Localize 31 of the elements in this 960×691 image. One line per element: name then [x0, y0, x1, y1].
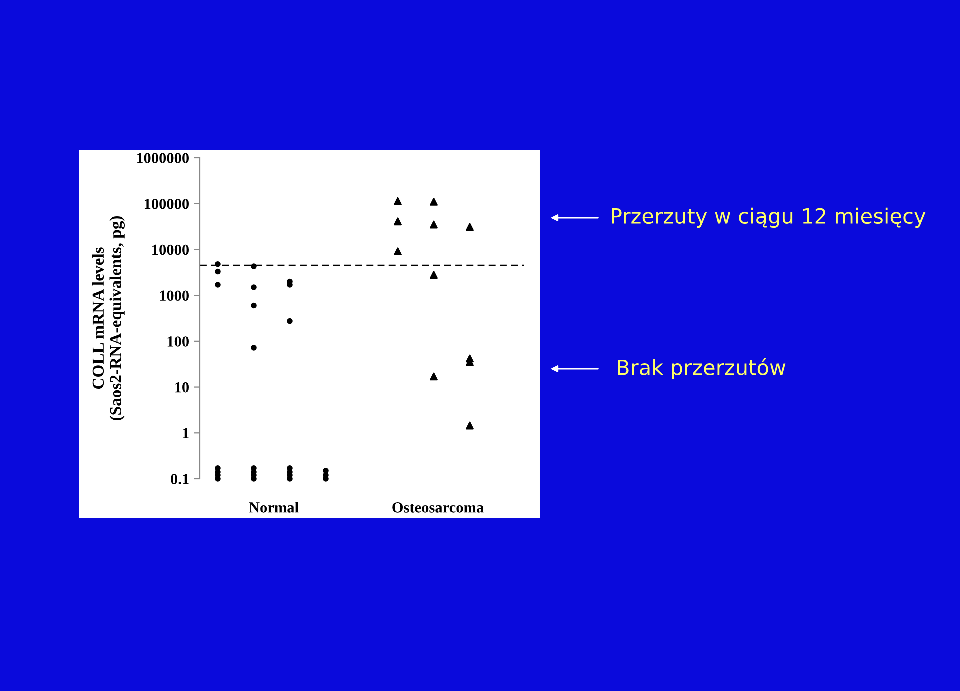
y-tick-label: 10	[176, 382, 189, 393]
point	[430, 220, 438, 229]
point	[251, 284, 257, 290]
point	[251, 345, 257, 351]
point	[430, 372, 438, 381]
y-tick-label: 1	[183, 428, 189, 438]
y-axis-title: COLL mRNA levels (Saos2-RNA-equivalents, pg)	[92, 216, 125, 421]
point	[251, 264, 257, 270]
text: Normal	[249, 502, 299, 513]
point	[251, 302, 257, 309]
y-tick-label: 0.1	[171, 474, 189, 485]
point	[430, 271, 438, 280]
y-tick-label: 100000	[144, 199, 189, 210]
point	[287, 318, 293, 324]
text: Osteosarcoma	[392, 502, 484, 513]
point	[215, 268, 221, 275]
point	[466, 422, 474, 430]
point	[215, 261, 221, 268]
point	[394, 197, 402, 206]
point	[394, 248, 402, 256]
y-tick-label: 100	[168, 336, 189, 347]
y-tick-label: 10000	[152, 244, 189, 256]
y-tick-label: 1000	[160, 290, 189, 302]
point	[215, 282, 221, 288]
point	[466, 223, 474, 232]
point	[394, 218, 402, 226]
point	[323, 468, 329, 474]
y-tick-label: 1000000	[137, 153, 189, 164]
text: Brak przerzutów	[618, 358, 786, 380]
text: Przerzuty w ciągu 12 miesięcy	[612, 208, 926, 228]
point	[430, 198, 438, 206]
